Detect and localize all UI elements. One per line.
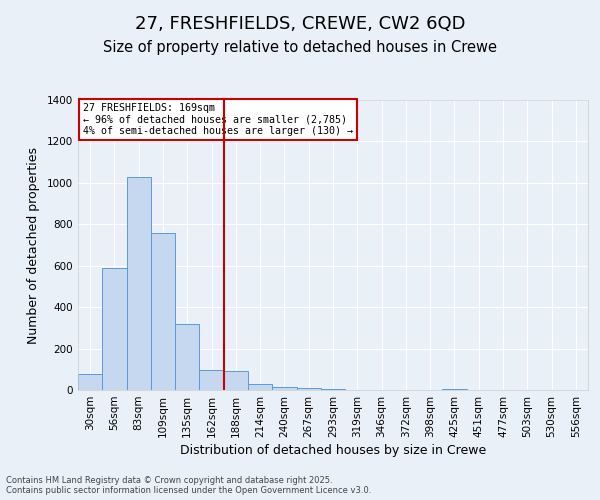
Bar — [296, 388, 321, 390]
Bar — [175, 324, 199, 390]
Text: 27 FRESHFIELDS: 169sqm
← 96% of detached houses are smaller (2,785)
4% of semi-d: 27 FRESHFIELDS: 169sqm ← 96% of detached… — [83, 103, 353, 136]
Bar — [199, 370, 224, 390]
Bar — [151, 232, 175, 390]
X-axis label: Distribution of detached houses by size in Crewe: Distribution of detached houses by size … — [180, 444, 486, 457]
Bar — [442, 389, 467, 390]
Y-axis label: Number of detached properties: Number of detached properties — [27, 146, 40, 344]
Text: Contains HM Land Registry data © Crown copyright and database right 2025.
Contai: Contains HM Land Registry data © Crown c… — [6, 476, 371, 495]
Text: 27, FRESHFIELDS, CREWE, CW2 6QD: 27, FRESHFIELDS, CREWE, CW2 6QD — [135, 15, 465, 33]
Bar — [224, 372, 248, 390]
Bar — [78, 374, 102, 390]
Bar — [127, 176, 151, 390]
Text: Size of property relative to detached houses in Crewe: Size of property relative to detached ho… — [103, 40, 497, 55]
Bar — [248, 384, 272, 390]
Bar — [272, 387, 296, 390]
Bar — [102, 268, 127, 390]
Bar — [321, 389, 345, 390]
